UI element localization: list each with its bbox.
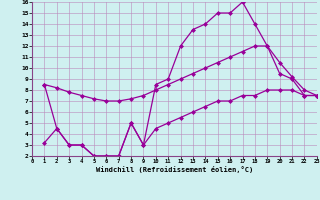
X-axis label: Windchill (Refroidissement éolien,°C): Windchill (Refroidissement éolien,°C) <box>96 166 253 173</box>
